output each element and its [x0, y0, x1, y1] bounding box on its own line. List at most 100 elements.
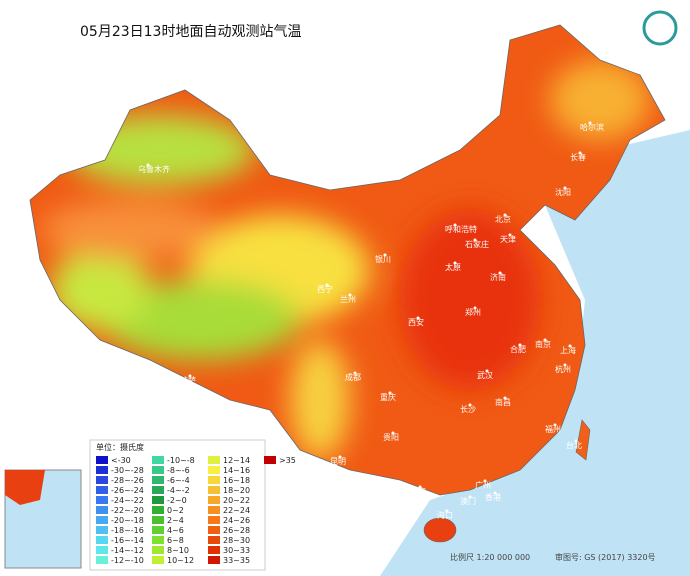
- city-dot: [453, 223, 457, 227]
- city-label: 长沙: [460, 404, 476, 414]
- legend-swatch: [208, 496, 220, 504]
- city-label: 台北: [566, 440, 582, 450]
- city-label: 南昌: [495, 397, 511, 407]
- legend-swatch: [152, 456, 164, 464]
- city-dot: [468, 403, 472, 407]
- city-label: 银川: [375, 254, 391, 264]
- city-label: 武汉: [477, 370, 493, 380]
- legend-label: -2~0: [167, 496, 187, 505]
- city-dot: [578, 151, 582, 155]
- legend-label: 26~28: [223, 526, 250, 535]
- city-label: 福州: [545, 425, 561, 434]
- legend-swatch: [96, 466, 108, 474]
- city-label: 北京: [495, 214, 511, 224]
- legend-swatch: [96, 506, 108, 514]
- legend: <-30-30~-28-28~-26-26~-24-24~-22-22~-20-…: [96, 456, 296, 565]
- city-label: 石家庄: [465, 239, 489, 249]
- city-label: 南京: [535, 339, 551, 349]
- city-dot: [338, 455, 342, 459]
- city-label: 南宁: [410, 486, 426, 496]
- legend-label: 28~30: [223, 536, 250, 545]
- legend-label: -22~-20: [111, 506, 144, 515]
- legend-swatch: [208, 516, 220, 524]
- legend-swatch: [152, 516, 164, 524]
- legend-label: -6~-4: [167, 476, 190, 485]
- scale: 比例尺 1:20 000 000: [450, 552, 530, 562]
- city-dot: [503, 396, 507, 400]
- legend-label: 22~24: [223, 506, 250, 515]
- legend-label: -28~-26: [111, 476, 144, 485]
- logo: [642, 10, 678, 46]
- city-label: 成都: [345, 372, 361, 382]
- city-label: 乌鲁木齐: [138, 164, 170, 174]
- city-dot: [518, 343, 522, 347]
- hainan: [423, 517, 457, 543]
- city-label: 哈尔滨: [580, 122, 604, 132]
- legend-label: 24~26: [223, 516, 250, 525]
- legend-label: <-30: [111, 456, 131, 465]
- city-label: 沈阳: [555, 187, 571, 197]
- city-dot: [493, 491, 497, 495]
- city-dot: [483, 479, 487, 483]
- legend-label: -10~-8: [167, 456, 195, 465]
- legend-swatch: [152, 476, 164, 484]
- city-dot: [453, 261, 457, 265]
- legend-label: 8~10: [167, 546, 189, 555]
- legend-swatch: [96, 516, 108, 524]
- legend-swatch: [152, 506, 164, 514]
- legend-label: 4~6: [167, 526, 184, 535]
- inset-land: [5, 470, 45, 505]
- legend-swatch: [152, 496, 164, 504]
- legend-swatch: [152, 526, 164, 534]
- city-dot: [508, 233, 512, 237]
- legend-label: >35: [279, 456, 296, 465]
- city-label: 上海: [560, 345, 576, 355]
- legend-swatch: [208, 546, 220, 554]
- city-label: 海口: [437, 510, 453, 520]
- legend-swatch: [96, 496, 108, 504]
- city-label: 广州: [475, 480, 491, 490]
- legend-label: 18~20: [223, 486, 250, 495]
- legend-title: 单位：摄氏度: [96, 442, 144, 452]
- legend-label: -24~-22: [111, 496, 144, 505]
- legend-swatch: [96, 456, 108, 464]
- city-label: 天津: [500, 234, 516, 244]
- legend-label: -18~-16: [111, 526, 144, 535]
- city-dot: [503, 213, 507, 217]
- legend-swatch: [152, 556, 164, 564]
- city-dot: [563, 186, 567, 190]
- city-dot: [353, 371, 357, 375]
- city-label: 贵阳: [383, 432, 399, 442]
- city-label: 昆明: [330, 457, 346, 466]
- approval: 审图号: GS (2017) 3320号: [555, 552, 656, 562]
- city-label: 西宁: [317, 284, 333, 294]
- city-label: 重庆: [380, 392, 396, 402]
- city-dot: [468, 495, 472, 499]
- city-dot: [574, 439, 578, 443]
- city-label: 香港: [485, 492, 501, 502]
- legend-label: 14~16: [223, 466, 250, 475]
- legend-swatch: [96, 486, 108, 494]
- legend-swatch: [208, 526, 220, 534]
- legend-swatch: [208, 536, 220, 544]
- temperature-field: [40, 60, 650, 460]
- legend-label: -30~-28: [111, 466, 144, 475]
- legend-swatch: [208, 556, 220, 564]
- legend-label: 0~2: [167, 506, 184, 515]
- legend-label: 6~8: [167, 536, 184, 545]
- taiwan: [575, 419, 591, 461]
- sea: [380, 130, 690, 576]
- city-dot: [388, 391, 392, 395]
- city-dot: [568, 344, 572, 348]
- city-dot: [445, 509, 449, 513]
- legend-swatch: [96, 476, 108, 484]
- city-dot: [348, 293, 352, 297]
- legend-box: [89, 439, 266, 571]
- city-label: 呼和浩特: [445, 224, 477, 234]
- city-label: 太原: [445, 262, 461, 272]
- legend-label: 2~4: [167, 516, 184, 525]
- city-label: 郑州: [465, 307, 481, 317]
- legend-label: 33~35: [223, 556, 250, 565]
- city-dot: [498, 271, 502, 275]
